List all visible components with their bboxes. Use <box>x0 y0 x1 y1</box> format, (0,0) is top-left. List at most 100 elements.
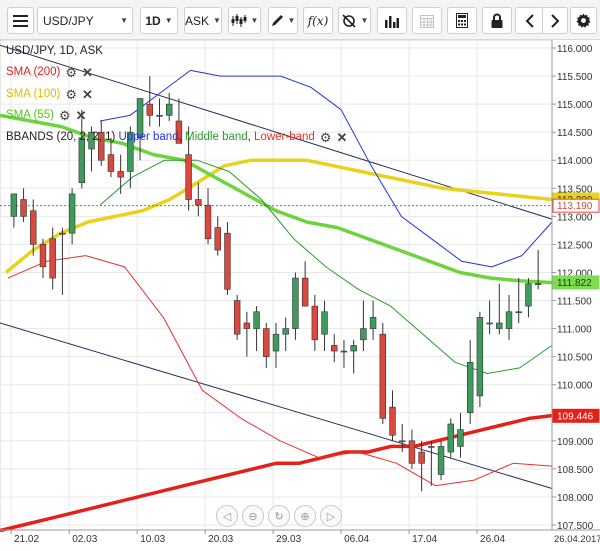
gear-icon[interactable]: ⚙ <box>319 129 332 145</box>
price-label-text: 111.822 <box>557 278 592 289</box>
candle-body <box>253 311 260 329</box>
symbol-dropdown[interactable]: USD/JPY ▼ <box>37 7 133 34</box>
candle-body <box>311 305 319 341</box>
bb-middle-label: Middle band <box>185 131 248 143</box>
function-icon: f(x) <box>307 13 329 28</box>
price-tick-label: 115.500 <box>557 72 593 83</box>
date-tick-label: 26.04 <box>480 534 505 545</box>
price-tick-label: 116.000 <box>557 44 593 55</box>
legend-bbands: BBANDS (20, 2, 2, 1) Upper band , Middle… <box>6 129 347 145</box>
candle-body <box>292 277 299 329</box>
candle-body <box>340 350 348 353</box>
candle-body <box>525 283 532 307</box>
gear-icon <box>576 13 591 28</box>
crosshair-icon <box>341 13 356 28</box>
price-chart[interactable]: 116.000 115.500 115.000 114.500 114.000 113.5… <box>0 40 600 551</box>
price-tick-label: 112.000 <box>557 268 593 279</box>
sma200-label[interactable]: SMA (200) <box>6 66 61 78</box>
sma55-label[interactable]: SMA (55) <box>6 109 54 121</box>
price-tick-label: 108.500 <box>557 465 594 476</box>
crosshair-button[interactable]: ▼ <box>338 7 371 34</box>
bb-lower-line <box>7 255 553 487</box>
price-tick-label: 115.000 <box>557 100 593 111</box>
close-icon[interactable]: ✕ <box>336 129 348 145</box>
pencil-icon <box>271 15 283 26</box>
bar-chart-icon <box>385 15 399 28</box>
volume-button[interactable] <box>377 7 407 34</box>
chevron-right-icon <box>551 13 560 28</box>
date-tick-label: 10.03 <box>140 534 165 545</box>
calculator-icon <box>456 13 468 28</box>
price-tick-label: 111.000 <box>557 325 592 336</box>
calculator-button[interactable] <box>447 7 477 34</box>
chevron-left-icon <box>525 13 534 28</box>
chart-type-button[interactable]: ▼ <box>228 7 261 34</box>
candle-body <box>486 322 493 325</box>
candle-body <box>379 333 387 419</box>
legend-sma200: SMA (200) ⚙ ✕ <box>6 64 93 80</box>
candlestick-icon <box>231 13 247 27</box>
bbands-label[interactable]: BBANDS (20, 2, 2, 1) <box>6 131 119 143</box>
chevron-down-icon: ▼ <box>164 16 173 25</box>
candle-body <box>534 283 542 285</box>
candle-body <box>39 244 47 268</box>
sma100-label[interactable]: SMA (100) <box>6 88 61 100</box>
draw-tool-button[interactable]: ▼ <box>268 7 298 34</box>
scroll-right-button[interactable] <box>542 7 568 34</box>
menu-button[interactable] <box>7 7 34 34</box>
bb-sep: , <box>247 131 255 143</box>
price-tick-label: 110.500 <box>557 353 593 364</box>
price-tick-label: 110.000 <box>557 381 593 392</box>
chevron-down-icon: ▼ <box>287 16 296 25</box>
chevron-down-icon: ▼ <box>250 16 259 25</box>
price-tick-label: 113.000 <box>557 212 593 223</box>
price-label-box <box>552 198 600 213</box>
candle-body <box>20 199 27 217</box>
lock-button[interactable] <box>482 7 512 34</box>
candle-body <box>214 227 221 251</box>
candle-body <box>428 446 435 448</box>
price-tick-label: 109.000 <box>557 437 594 448</box>
symbol-label: USD/JPY <box>43 13 94 28</box>
reset-button[interactable]: ↻ <box>268 505 290 527</box>
gear-icon[interactable]: ⚙ <box>65 64 77 80</box>
indicators-button[interactable]: f(x) <box>303 7 333 34</box>
scroll-left-button[interactable] <box>515 7 545 34</box>
candle-body <box>399 440 406 443</box>
candle-body <box>107 154 115 172</box>
candle-body <box>204 204 212 240</box>
calendar-button[interactable] <box>412 7 442 34</box>
price-tick-label: 107.500 <box>557 521 594 532</box>
candle-body <box>10 193 18 217</box>
zoom-in-button[interactable]: ⊕ <box>294 505 316 527</box>
price-label-box <box>552 408 600 423</box>
close-icon[interactable]: ✕ <box>75 107 87 123</box>
zoom-out-button[interactable]: ⊖ <box>242 505 264 527</box>
candle-body <box>505 311 513 329</box>
candle-body <box>49 238 56 279</box>
candlestick-series <box>10 76 542 492</box>
price-type-dropdown[interactable]: ASK ▼ <box>184 7 222 34</box>
price-label-text: 113.190 <box>557 201 593 212</box>
candle-body <box>127 131 134 172</box>
nav-forward-button[interactable]: ▷ <box>320 505 342 527</box>
price-type-label: ASK <box>185 13 210 28</box>
gear-icon[interactable]: ⚙ <box>58 107 71 123</box>
bb-upper-label: Upper band <box>118 131 179 143</box>
close-icon[interactable]: ✕ <box>81 64 93 80</box>
settings-button[interactable] <box>570 7 597 34</box>
candle-body <box>30 210 37 245</box>
price-label-text: 109.446 <box>557 411 594 422</box>
candle-body <box>301 277 309 307</box>
sma100-line <box>4 158 553 274</box>
nav-back-button[interactable]: ◁ <box>216 505 238 527</box>
timeframe-dropdown[interactable]: 1D ▼ <box>140 7 178 34</box>
date-tick-label: 21.02 <box>14 534 39 545</box>
candle-body <box>175 120 183 144</box>
chevron-left-icon: ◁ <box>222 510 232 523</box>
legend-sma100: SMA (100) ⚙ ✕ <box>6 86 93 102</box>
reset-icon: ↻ <box>274 510 284 523</box>
close-icon[interactable]: ✕ <box>81 86 93 102</box>
gear-icon[interactable]: ⚙ <box>65 86 77 102</box>
